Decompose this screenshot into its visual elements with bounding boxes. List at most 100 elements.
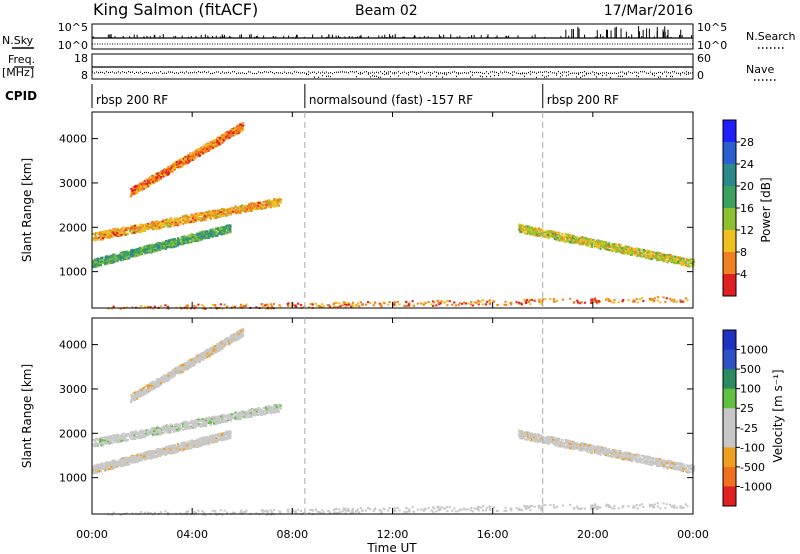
nave-dot — [356, 76, 357, 78]
power-cell — [232, 127, 236, 130]
power-cell — [576, 301, 580, 304]
power-cell — [239, 211, 242, 214]
nsky-tick-bottom: 10^0 — [58, 39, 88, 52]
power-cell — [297, 302, 300, 305]
power-cell — [112, 231, 115, 234]
power-cell — [147, 228, 150, 231]
power-cell — [235, 126, 238, 129]
power-cell — [121, 229, 124, 232]
power-cell — [520, 303, 524, 306]
power-cell — [482, 299, 485, 302]
power-cell — [192, 215, 195, 218]
nave-dot — [492, 71, 493, 73]
power-cell — [178, 223, 181, 226]
nave-dot — [234, 71, 235, 73]
power-cell — [110, 229, 113, 232]
nave-dot — [258, 71, 259, 73]
nave-dot — [450, 72, 451, 74]
power-cell — [101, 261, 104, 264]
power-cell — [573, 236, 576, 239]
power-cell — [219, 216, 222, 219]
nave-dot — [584, 75, 585, 77]
power-cell — [272, 303, 275, 306]
power-cell — [160, 222, 163, 225]
nave-dot — [348, 72, 349, 74]
nave-dot — [300, 72, 301, 74]
power-cell — [249, 206, 252, 209]
power-cell — [554, 300, 557, 303]
power-cell — [183, 239, 187, 242]
station-title: King Salmon (fitACF) — [93, 0, 258, 19]
power-cell — [133, 191, 136, 194]
power-cell — [187, 159, 191, 162]
power-cell — [94, 234, 97, 237]
power-cell — [529, 299, 532, 302]
power-cell — [159, 245, 163, 248]
power-cell — [156, 244, 159, 247]
power-cell — [136, 190, 139, 193]
power-cell — [403, 304, 406, 307]
power-cell — [220, 229, 223, 232]
power-panel-frame — [91, 111, 694, 309]
power-cell — [682, 261, 685, 264]
power-cell — [383, 302, 386, 305]
power-cell — [127, 250, 130, 253]
nsky-tick-top: 10^5 — [58, 21, 88, 34]
nave-dot — [666, 75, 667, 77]
power-cell — [174, 224, 177, 227]
power-cell — [108, 231, 111, 234]
nave-dot — [432, 72, 433, 74]
power-cell — [209, 230, 213, 233]
power-cell — [668, 259, 671, 262]
power-cell — [151, 243, 154, 246]
power-cell — [405, 305, 408, 308]
nave-dot — [580, 71, 581, 74]
power-cell — [221, 209, 224, 212]
nave-dot — [658, 76, 659, 78]
power-cell — [107, 233, 110, 236]
power-cell — [591, 243, 594, 246]
nave-dot — [496, 71, 497, 74]
power-cell — [163, 172, 166, 175]
power-cell — [279, 198, 282, 201]
power-cell — [157, 175, 160, 178]
power-cell — [182, 240, 185, 243]
nave-dot — [438, 73, 439, 75]
power-cell — [476, 302, 479, 305]
power-cell — [273, 202, 276, 205]
power-cell — [671, 260, 674, 263]
nave-dot — [132, 71, 133, 73]
power-cell — [130, 255, 133, 258]
power-cell — [609, 245, 612, 248]
power-cell — [679, 261, 682, 264]
power-cell — [139, 229, 142, 232]
power-cell — [97, 263, 100, 266]
power-cell — [678, 259, 681, 262]
power-cell — [191, 156, 195, 159]
power-cell — [201, 235, 205, 238]
power-cell — [249, 204, 253, 207]
power-cell — [247, 203, 251, 206]
power-cell — [194, 306, 198, 309]
power-cell — [107, 231, 110, 234]
nave-dot — [276, 72, 277, 74]
power-cell — [234, 211, 237, 214]
velocity-cell — [172, 447, 175, 450]
nave-dot — [524, 75, 525, 77]
power-cell — [641, 248, 644, 251]
power-cell — [522, 230, 525, 233]
power-cell — [570, 241, 574, 244]
power-cell — [164, 248, 167, 251]
power-cell — [201, 146, 205, 149]
power-cell — [622, 247, 625, 250]
power-cell — [633, 300, 636, 303]
power-cell — [569, 235, 572, 238]
power-cell — [122, 232, 125, 235]
power-cell — [268, 201, 271, 204]
power-cell — [474, 301, 478, 304]
power-cell — [249, 203, 253, 206]
nave-dot — [626, 73, 627, 75]
power-cell — [219, 211, 222, 214]
power-cell — [113, 228, 116, 231]
power-cell — [597, 300, 600, 303]
